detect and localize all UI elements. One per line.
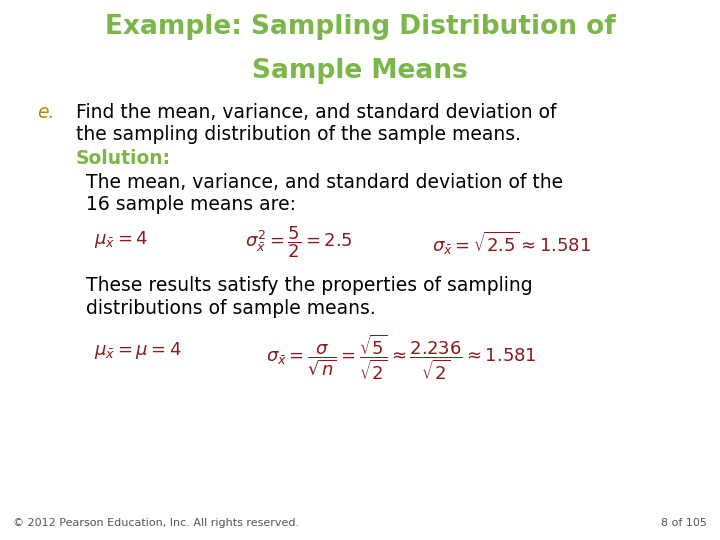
Text: Solution:: Solution:	[76, 148, 171, 167]
Text: $\sigma_{\bar{x}} = \dfrac{\sigma}{\sqrt{n}} = \dfrac{\sqrt{5}}{\sqrt{2}} \appro: $\sigma_{\bar{x}} = \dfrac{\sigma}{\sqrt…	[266, 332, 537, 382]
Text: e.: e.	[37, 103, 55, 122]
Text: $\mu_{\bar{x}} = \mu = 4$: $\mu_{\bar{x}} = \mu = 4$	[94, 340, 181, 361]
Text: $\sigma_{\bar{x}}^{2} = \dfrac{5}{2} = 2.5$: $\sigma_{\bar{x}}^{2} = \dfrac{5}{2} = 2…	[245, 224, 353, 260]
Text: © 2012 Pearson Education, Inc. All rights reserved.: © 2012 Pearson Education, Inc. All right…	[13, 518, 299, 528]
Text: Example: Sampling Distribution of: Example: Sampling Distribution of	[104, 14, 616, 39]
Text: 8 of 105: 8 of 105	[661, 518, 707, 528]
Text: distributions of sample means.: distributions of sample means.	[86, 299, 376, 318]
Text: Find the mean, variance, and standard deviation of: Find the mean, variance, and standard de…	[76, 103, 556, 122]
Text: the sampling distribution of the sample means.: the sampling distribution of the sample …	[76, 125, 521, 144]
Text: $\sigma_{\bar{x}} = \sqrt{2.5} \approx 1.581$: $\sigma_{\bar{x}} = \sqrt{2.5} \approx 1…	[432, 230, 591, 256]
Text: The mean, variance, and standard deviation of the: The mean, variance, and standard deviati…	[86, 173, 564, 192]
Text: $\mu_{\bar{x}} = 4$: $\mu_{\bar{x}} = 4$	[94, 230, 148, 251]
Text: 16 sample means are:: 16 sample means are:	[86, 195, 297, 214]
Text: These results satisfy the properties of sampling: These results satisfy the properties of …	[86, 276, 533, 295]
Text: Sample Means: Sample Means	[252, 58, 468, 84]
